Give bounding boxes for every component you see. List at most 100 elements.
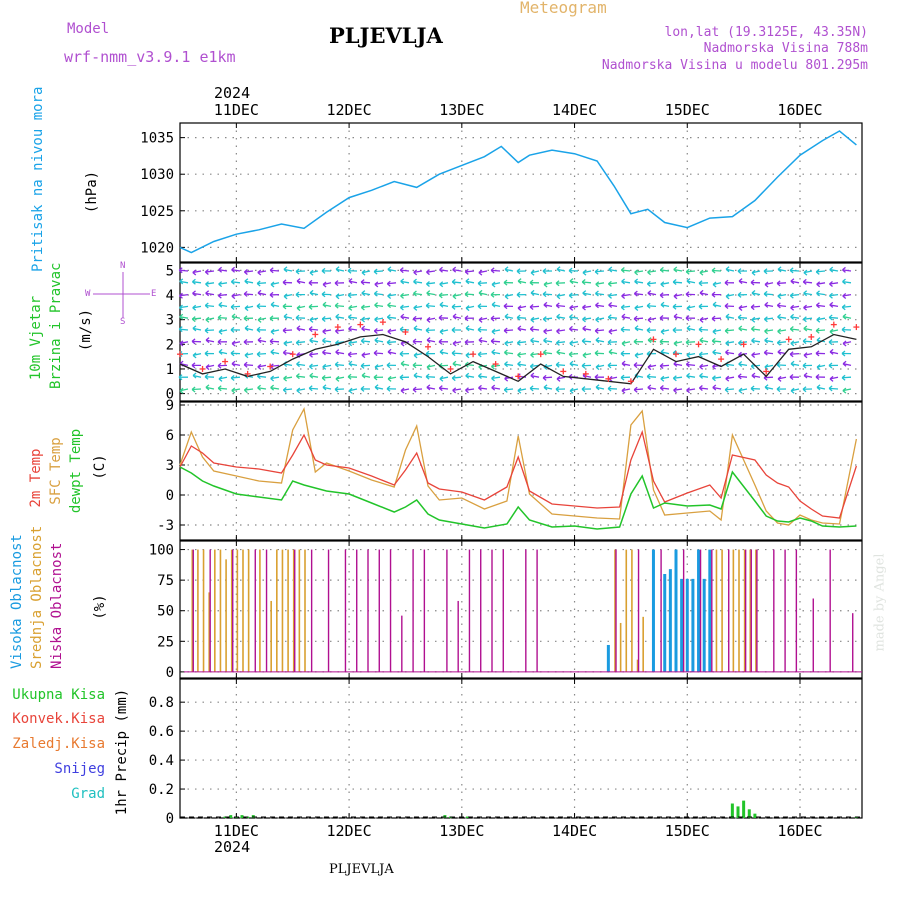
wind-arrow-head	[270, 283, 275, 288]
wind-arrow-shaft	[595, 270, 605, 273]
wind-arrow-head	[217, 295, 222, 299]
wind-arrow-shaft	[712, 340, 722, 343]
wind-arrow-head	[582, 374, 587, 379]
wind-arrow-head	[374, 304, 379, 309]
wind-arrow-shaft	[192, 317, 202, 320]
wind-arrow-head	[816, 292, 820, 297]
wind-arrow-shaft	[374, 282, 384, 285]
wind-arrow-head	[581, 340, 586, 344]
wind-arrow-shaft	[400, 328, 410, 331]
wind-arrow-head	[673, 295, 678, 300]
wind-arrow-head	[373, 271, 378, 275]
wind-arrow-shaft	[608, 293, 618, 297]
wind-arrow-head	[374, 283, 379, 288]
wind-arrow-head	[491, 387, 496, 391]
wind-arrow-head	[465, 280, 470, 285]
wind-arrow-head	[608, 304, 613, 309]
model-name: wrf-nmm_v3.9.1 e1km	[64, 48, 236, 66]
wind-arrow-shaft	[231, 388, 241, 392]
wind-arrow-head	[776, 388, 781, 393]
wind-arrow-head	[646, 283, 651, 287]
wind-arrow-shaft	[738, 363, 748, 367]
panel-frame-precip	[179, 678, 863, 819]
wind-arrow-head	[413, 292, 417, 297]
wind-arrow-head	[816, 386, 821, 391]
wind-arrow-head	[256, 283, 261, 287]
wind-arrow-shaft	[465, 375, 475, 378]
wind-arrow-head	[491, 283, 496, 288]
wind-arrow-head	[659, 341, 664, 345]
wind-arrow-head	[556, 351, 561, 356]
wind-arrow-head	[503, 330, 508, 334]
wind-arrow-head	[373, 352, 378, 357]
wind-arrow-shaft	[218, 269, 228, 272]
wind-arrow-shaft	[582, 281, 592, 284]
wind-arrow-head	[478, 387, 482, 391]
wind-arrow-head	[699, 292, 704, 296]
wind-arrow-head	[361, 354, 366, 359]
wind-arrow-shaft	[556, 351, 566, 355]
dewpt-temp-line	[179, 466, 857, 530]
y-tick-label: 3	[166, 313, 174, 329]
wind-arrow-head	[425, 329, 430, 334]
wind-arrow-shaft	[556, 364, 566, 367]
wind-arrow-shaft	[426, 375, 436, 378]
wind-arrow-head	[218, 304, 223, 308]
wind-arrow-head	[582, 307, 586, 311]
wind-arrow-head	[738, 342, 742, 346]
wind-arrow-shaft	[257, 364, 267, 368]
wind-arrow-head	[309, 375, 314, 379]
wind-arrow-head	[842, 363, 847, 367]
wind-arrow-head	[334, 364, 339, 368]
wind-arrow-shaft	[400, 280, 410, 284]
wind-arrow-head	[282, 305, 287, 310]
wind-arrow-head	[452, 343, 457, 347]
wind-arrow-head	[543, 304, 548, 308]
wind-arrow-head	[322, 284, 327, 288]
wind-arrow-shaft	[387, 293, 397, 297]
wind-arrow-shaft	[218, 282, 228, 285]
wind-arrow-head	[660, 351, 665, 355]
wind-arrow-head	[712, 284, 717, 288]
wind-arrow-head	[543, 366, 548, 370]
wind-arrow-shaft	[426, 282, 436, 285]
wind-arrow-head	[218, 269, 223, 273]
wind-arrow-head	[751, 340, 755, 344]
wind-arrow-head	[477, 305, 482, 310]
wind-arrow-shaft	[842, 305, 852, 308]
wind-arrow-head	[751, 292, 756, 296]
y-tick-label: 1030	[140, 167, 174, 183]
wind-arrow-shaft	[725, 341, 735, 344]
wind-arrow-shaft	[634, 280, 644, 284]
wind-arrow-head	[400, 316, 405, 320]
wind-arrow-shaft	[647, 305, 657, 308]
wind-arrow-shaft	[803, 292, 813, 296]
wind-arrow-shaft	[673, 388, 683, 391]
wind-arrow-head	[452, 315, 457, 320]
wind-arrow-head	[334, 388, 339, 393]
y-tick-label: 50	[157, 604, 174, 620]
wind-arrow-head	[712, 351, 717, 356]
wind-arrow-head	[542, 293, 547, 298]
wind-arrow-head	[426, 386, 431, 391]
wind-arrow-head	[517, 354, 522, 358]
wind-arrow-shaft	[478, 270, 488, 274]
wind-arrow-head	[634, 271, 639, 276]
wind-arrow-head	[244, 327, 249, 332]
wind-arrow-shaft	[790, 269, 800, 272]
wind-arrow-shaft	[348, 352, 358, 356]
wind-arrow-head	[477, 329, 482, 333]
wind-arrow-shaft	[842, 388, 852, 392]
wind-arrow-head	[230, 306, 235, 311]
wind-arrow-head	[218, 351, 223, 355]
wind-arrow-shaft	[439, 387, 449, 390]
wind-arrow-head	[634, 354, 639, 359]
wind-arrow-head	[595, 283, 600, 288]
wind-arrow-head	[465, 375, 470, 379]
x-day-label-bottom: 15DEC	[665, 822, 710, 840]
wind-arrow-head	[620, 269, 625, 273]
wind-arrow-shaft	[270, 387, 280, 390]
wind-arrow-head	[725, 351, 729, 356]
wind-arrow-head	[841, 306, 846, 311]
wind-arrow-shaft	[218, 387, 228, 390]
